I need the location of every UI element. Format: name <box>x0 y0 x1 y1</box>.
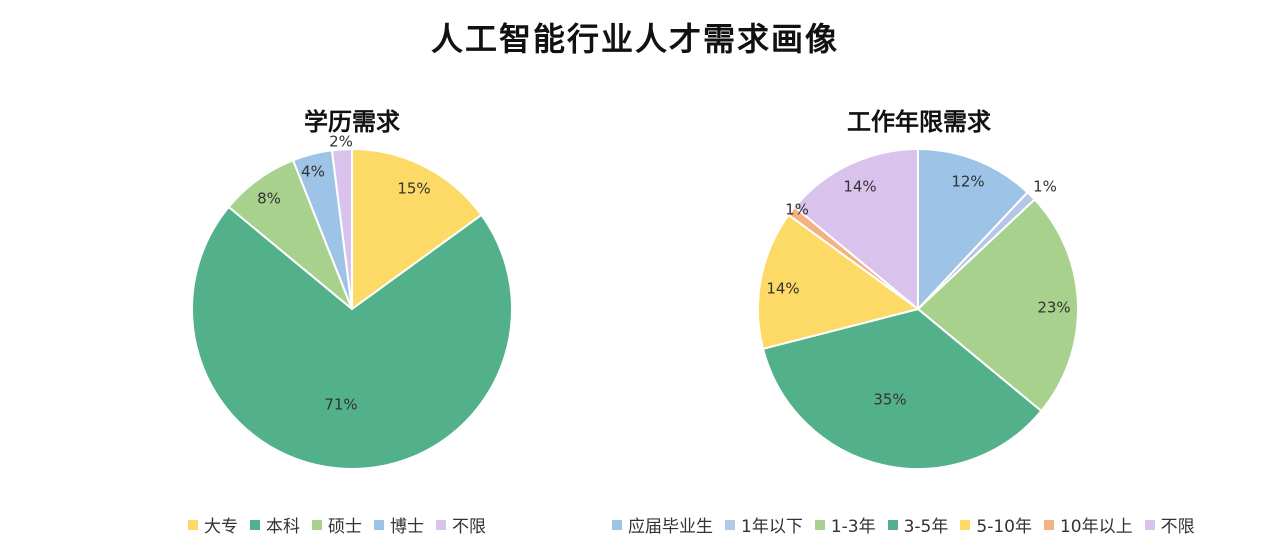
legend-swatch <box>374 519 384 530</box>
legend2-item-2: 1-3年 <box>814 512 876 537</box>
legend2-item-3: 3-5年 <box>887 512 949 537</box>
legend-swatch <box>1144 519 1155 530</box>
pie2-slice-0 <box>917 147 1029 312</box>
pie2-label-0: 12% <box>951 173 984 191</box>
pie1-slice-1 <box>191 205 513 470</box>
pie2-slice-4 <box>757 213 921 351</box>
pie2-label-2: 23% <box>1037 299 1070 317</box>
pie2-slice-6 <box>793 147 919 312</box>
legend-label: 5-10年 <box>976 517 1032 537</box>
legend-swatch <box>725 519 735 530</box>
legend-swatch <box>1043 519 1054 530</box>
legend-label: 不限 <box>452 517 486 537</box>
pie1-label-4: 2% <box>329 133 353 151</box>
legend1-item-3: 博士 <box>374 512 424 537</box>
pie1-label-0: 15% <box>397 180 430 198</box>
legend-swatch <box>612 519 622 530</box>
pie2-label-1: 1% <box>1033 178 1057 196</box>
legend-swatch <box>250 519 260 530</box>
legend-label: 不限 <box>1160 517 1195 537</box>
education-chart-title: 学历需求 <box>304 108 400 136</box>
legend1-item-4: 不限 <box>436 512 486 537</box>
pie1-label-1: 71% <box>324 396 357 414</box>
legend-label: 10年以上 <box>1059 517 1133 537</box>
legend-label: 博士 <box>390 517 424 537</box>
legend-swatch <box>436 519 446 530</box>
legend-label: 本科 <box>266 517 300 537</box>
legend2-item-5: 10年以上 <box>1043 512 1133 537</box>
experience-chart-title: 工作年限需求 <box>847 108 991 136</box>
legend2-item-0: 应届毕业生 <box>612 512 713 537</box>
pie2-label-3: 35% <box>873 391 906 409</box>
pie1-slice-4 <box>330 147 353 310</box>
pie2-label-5: 1% <box>785 201 809 219</box>
legend1-item-1: 本科 <box>250 512 300 537</box>
legend-label: 3-5年 <box>903 517 949 537</box>
legend-label: 硕士 <box>328 517 362 537</box>
pie1-slice-0 <box>351 147 483 311</box>
pie2-slice-2 <box>916 198 1079 413</box>
legend2-item-1: 1年以下 <box>725 512 803 537</box>
education-legend: 大专 本科 硕士 博士 不限 <box>188 512 498 537</box>
legend1-item-0: 大专 <box>188 512 238 537</box>
legend1-item-2: 硕士 <box>312 512 362 537</box>
legend-swatch <box>814 519 825 530</box>
page-title: 人工智能行业人才需求画像 <box>430 20 839 58</box>
experience-legend: 应届毕业生 1年以下 1-3年 3-5年 5-10年 10年以上 不限 <box>612 512 1207 537</box>
legend-label: 应届毕业生 <box>628 517 713 537</box>
legend-swatch <box>312 519 322 530</box>
legend2-item-4: 5-10年 <box>960 512 1032 537</box>
legend-swatch <box>960 519 971 530</box>
pie2-label-4: 14% <box>766 280 799 298</box>
legend-label: 大专 <box>204 517 238 537</box>
legend-swatch <box>887 519 898 530</box>
legend-label: 1年以下 <box>741 517 803 537</box>
pie2-label-6: 14% <box>843 178 876 196</box>
pie1-label-3: 4% <box>301 163 325 181</box>
legend-label: 1-3年 <box>830 517 876 537</box>
legend-swatch <box>188 519 198 530</box>
legend2-item-6: 不限 <box>1144 512 1195 537</box>
pie1-label-2: 8% <box>257 190 281 208</box>
pie2-slice-3 <box>761 307 1043 470</box>
